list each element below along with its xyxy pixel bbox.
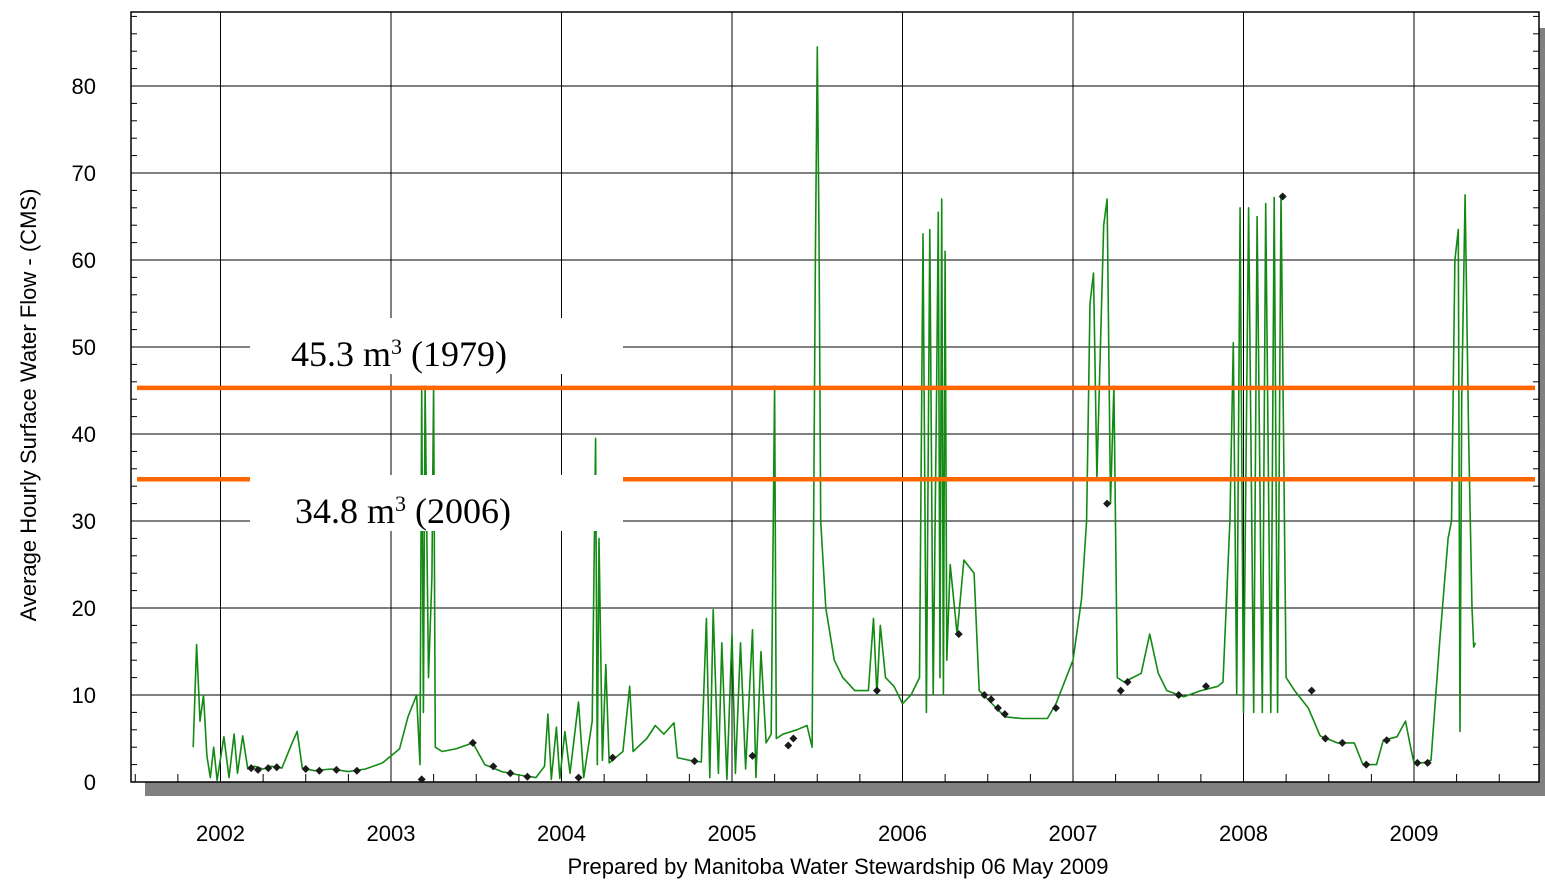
reference-label-background [250,318,623,374]
estimated-point-marker [1321,734,1330,743]
estimated-point-marker [574,773,583,782]
estimated-point-marker [980,691,989,699]
estimated-point-marker [272,763,281,772]
x-tick-label: 2008 [1219,821,1268,846]
estimated-point-marker [1382,736,1391,745]
y-tick-label: 30 [72,509,96,534]
estimated-point-marker [301,764,310,773]
x-axis-title: Prepared by Manitoba Water Stewardship 0… [568,854,1109,879]
estimated-point-marker [247,764,256,773]
x-tick-label: 2009 [1390,821,1439,846]
reference-label-background [250,475,623,531]
y-tick-label: 50 [72,335,96,360]
reference-label: 34.8 m3 (2006) [295,491,511,531]
y-tick-label: 60 [72,248,96,273]
y-tick-labels: 0 10 20 30 40 50 60 70 80 [72,74,96,795]
x-tick-label: 2002 [196,821,245,846]
estimated-point-marker [1123,677,1132,686]
reference-label: 45.3 m3 (1979) [291,334,507,374]
estimated-point-marker [608,753,617,762]
y-axis-title: Average Hourly Surface Water Flow - (CMS… [16,189,41,622]
estimated-point-marker [506,769,515,778]
estimated-point-marker [748,751,757,760]
reference-label-year: (1979) [402,334,507,374]
estimated-point-marker [1051,704,1060,713]
grid-lines [131,12,1539,782]
estimated-point-marker [254,765,263,774]
estimated-point-marker [315,766,324,775]
y-tick-label: 70 [72,161,96,186]
flow-series-line [192,46,1477,782]
estimated-point-marker [468,738,477,747]
x-tick-label: 2006 [878,821,927,846]
x-tick-label: 2005 [708,821,757,846]
estimated-points [247,192,1432,784]
estimated-point-marker [1174,691,1183,699]
estimated-point-marker [784,741,793,750]
x-tick-labels: 2002 2003 2004 2005 2006 2007 2008 2009 [196,821,1438,846]
estimated-point-marker [1338,738,1347,747]
y-tick-label: 10 [72,683,96,708]
x-tick-label: 2003 [367,821,416,846]
estimated-point-marker [1000,710,1009,719]
estimated-point-marker [872,686,881,695]
estimated-point-marker [954,630,963,639]
estimated-point-marker [489,762,498,771]
estimated-point-marker [690,757,699,766]
reference-label-superscript: 3 [395,491,406,516]
y-tick-label: 20 [72,596,96,621]
reference-label-year: (2006) [406,491,511,531]
reference-label-value: 45.3 m [291,334,391,374]
x-tick-label: 2004 [537,821,586,846]
x-tick-label: 2007 [1049,821,1098,846]
estimated-point-marker [332,765,341,774]
y-tick-label: 40 [72,422,96,447]
estimated-point-marker [264,764,273,773]
reference-label-superscript: 3 [391,334,402,359]
estimated-point-marker [352,766,361,775]
estimated-point-marker [1413,758,1422,767]
estimated-point-marker [987,695,996,704]
y-tick-label: 0 [84,770,96,795]
estimated-point-marker [993,704,1002,713]
estimated-point-marker [417,775,426,784]
estimated-point-marker [1116,686,1125,695]
estimated-point-marker [1307,686,1316,695]
reference-label-value: 34.8 m [295,491,395,531]
estimated-point-marker [1201,682,1210,691]
reference-lines: 45.3 m3 (1979)34.8 m3 (2006) [137,318,1535,531]
plot-area [130,11,1540,783]
data-series [192,46,1477,782]
estimated-point-marker [1103,499,1112,508]
y-tick-label: 80 [72,74,96,99]
estimated-point-marker [789,734,798,743]
estimated-point-marker [523,772,532,781]
estimated-point-marker [1423,758,1432,767]
axis-ticks [131,15,1539,783]
estimated-point-marker [1362,760,1371,769]
estimated-point-marker [1278,192,1287,201]
